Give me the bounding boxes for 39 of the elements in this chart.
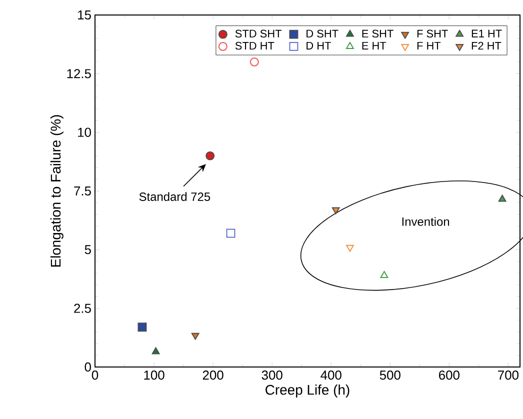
point: [152, 347, 160, 354]
x-axis-title: Creep Life (h): [266, 384, 350, 398]
point: [191, 332, 200, 340]
legend-label: D HT: [306, 42, 331, 50]
x-tick-label: 300: [262, 370, 282, 380]
x-tick-label: 0: [92, 370, 98, 380]
legend-label: E HT: [362, 42, 386, 50]
y-tick-label: 5: [84, 245, 91, 254]
x-tick-label: 500: [380, 370, 400, 380]
y-tick-label: 7.5: [74, 186, 91, 196]
legend-label: E SHT: [362, 30, 394, 38]
y-tick-label: 0: [84, 362, 91, 372]
point: [226, 228, 236, 238]
legend-label: F2 HT: [472, 42, 502, 50]
legend-label: F HT: [417, 42, 441, 50]
legend-label: F SHT: [417, 30, 448, 38]
point: [250, 57, 259, 66]
x-tick-label: 200: [202, 370, 224, 380]
x-tick-label: 100: [144, 370, 164, 380]
annotation: Invention: [402, 217, 450, 226]
point: [498, 194, 506, 202]
x-tick-label: 400: [320, 370, 342, 380]
annotation: Standard 725: [139, 192, 210, 201]
y-tick-label: 12.5: [67, 69, 91, 78]
point: [138, 322, 147, 332]
point: [346, 244, 354, 252]
legend-label: E1 HT: [472, 30, 502, 38]
x-tick-label: 600: [439, 370, 460, 380]
y-tick-label: 2.5: [74, 304, 91, 313]
y-axis-title: Elongation to Failure (%): [50, 115, 64, 267]
legend-label: STD HT: [235, 42, 274, 50]
legend-label: STD SHT: [235, 30, 282, 38]
x-tick-label: 700: [498, 370, 518, 380]
legend-label: D SHT: [306, 30, 338, 38]
y-tick-label: 10: [78, 128, 91, 137]
y-tick-label: 15: [78, 10, 91, 20]
point: [206, 151, 215, 160]
point: [332, 207, 340, 214]
point: [380, 270, 388, 278]
